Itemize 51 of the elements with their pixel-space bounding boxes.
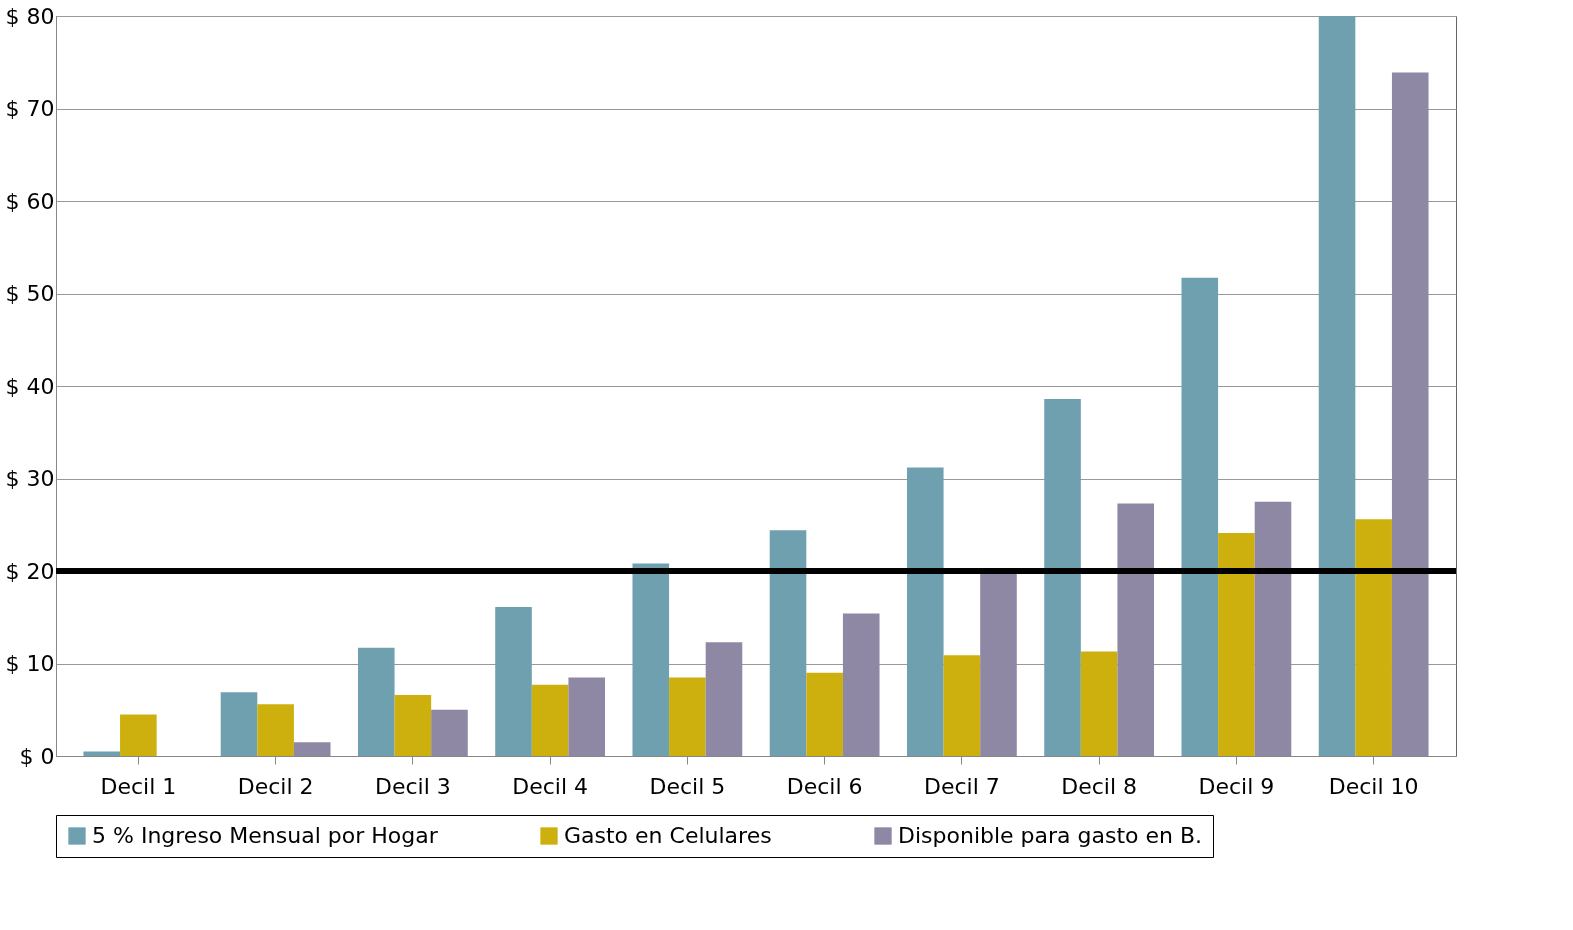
bar	[705, 642, 743, 756]
bar	[1080, 651, 1118, 756]
y-tick-label: $ 70	[5, 96, 55, 121]
bar	[120, 714, 157, 756]
x-tick-label: Decil 6	[786, 773, 863, 799]
bar	[906, 467, 944, 756]
bar	[531, 684, 569, 756]
bar	[257, 704, 294, 756]
y-tick-label: $ 50	[5, 281, 55, 306]
bar	[1218, 533, 1255, 756]
bar	[568, 677, 606, 756]
bar	[980, 571, 1017, 756]
bar	[669, 677, 706, 756]
bar	[943, 655, 981, 756]
legend-label: Gasto en Celulares	[564, 823, 772, 848]
bar	[842, 613, 880, 756]
bar	[357, 647, 395, 756]
x-tick-label: Decil 2	[237, 773, 314, 799]
y-tick-label: $ 60	[5, 188, 55, 214]
bar	[1318, 16, 1356, 756]
x-tick-label: Decil 1	[100, 773, 177, 799]
x-tick-label: Decil 5	[649, 773, 726, 799]
x-tick-label: Decil 3	[374, 773, 451, 799]
legend-label: 5 % Ingreso Mensual por Hogar	[92, 823, 439, 848]
bar	[431, 709, 468, 756]
bar	[394, 694, 432, 756]
bar	[1391, 72, 1429, 756]
bar	[1044, 398, 1081, 756]
bar	[293, 742, 331, 756]
x-tick-label: Decil 4	[512, 773, 589, 799]
y-tick-label: $ 30	[5, 466, 55, 491]
bar	[769, 530, 807, 756]
x-tick-label: Decil 9	[1198, 773, 1275, 799]
y-tick-label: $ 40	[5, 373, 55, 399]
y-tick-label: $ 20	[5, 558, 55, 584]
bar	[495, 607, 532, 756]
bar	[1355, 519, 1392, 756]
bar	[220, 692, 258, 756]
x-tick-label: Decil 7	[923, 773, 1000, 799]
bar	[83, 751, 121, 756]
bar	[1254, 501, 1292, 756]
bar	[632, 563, 670, 756]
bar	[806, 672, 843, 756]
x-tick-label: Decil 8	[1061, 773, 1138, 799]
bar	[1181, 277, 1219, 756]
x-tick-label: Decil 10	[1328, 773, 1419, 799]
legend-label: Disponible para gasto en B.	[898, 823, 1203, 848]
y-tick-label: $ 10	[5, 651, 55, 676]
y-tick-label: $ 0	[19, 743, 55, 769]
bar	[1117, 503, 1155, 756]
y-tick-label: $ 80	[5, 3, 55, 29]
